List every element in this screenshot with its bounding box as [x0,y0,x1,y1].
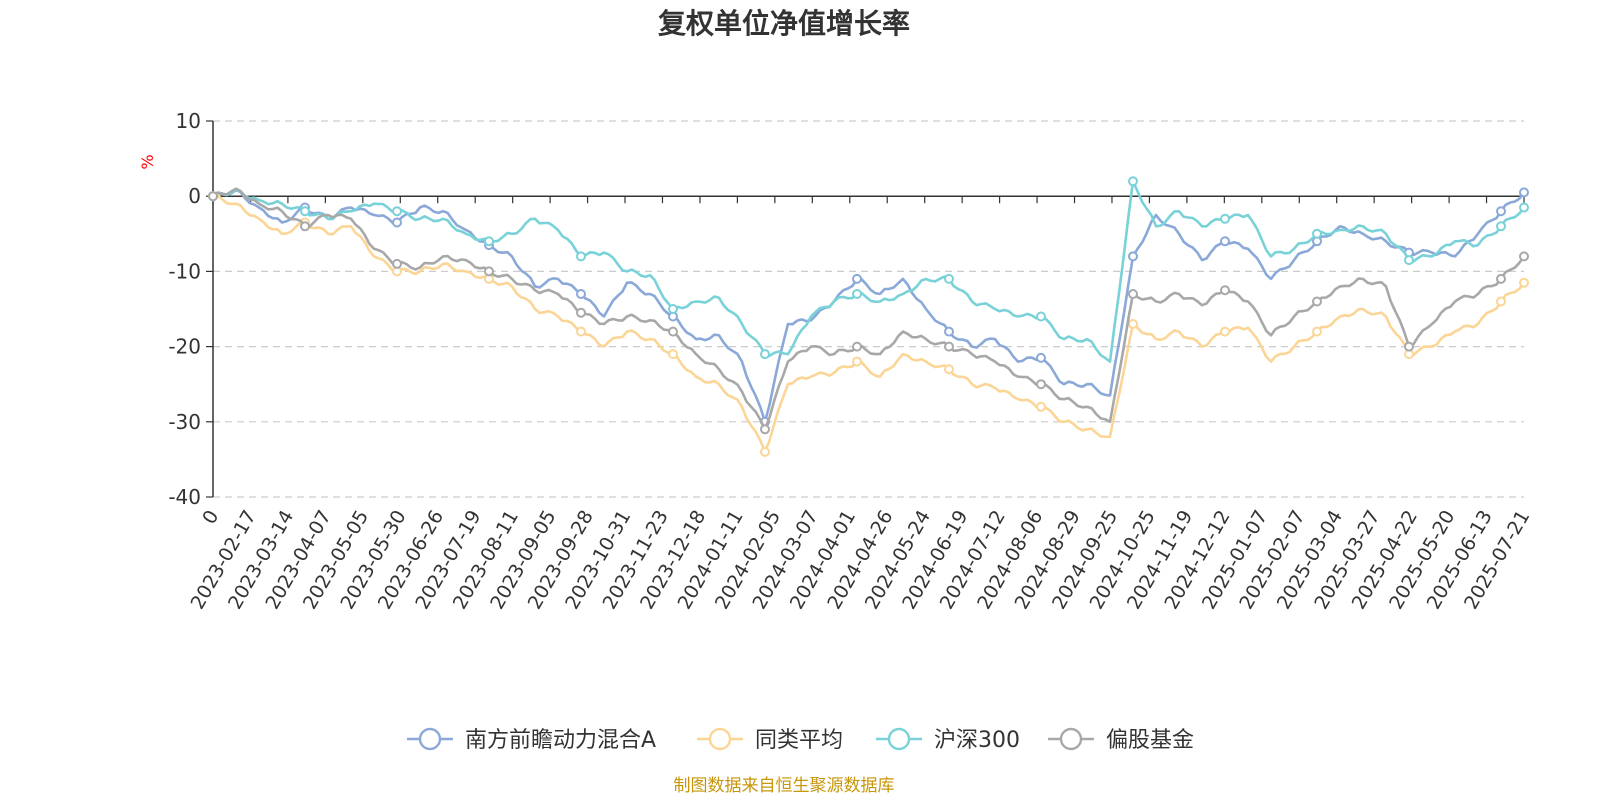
legend-item[interactable]: 南方前瞻动力混合A [407,727,656,753]
series-point [944,326,954,337]
series-point [1220,285,1230,296]
series-point [1220,236,1230,247]
series-point [1036,401,1046,412]
series-point [208,191,218,202]
y-tick-label: -30 [168,410,201,434]
series-point [484,266,494,277]
series-line [212,188,1526,424]
series-point [668,349,678,360]
series-lines [208,176,1529,457]
series-point [1128,176,1138,187]
legend-label: 偏股基金 [1106,728,1194,753]
series-line [212,194,1526,454]
series-point [1312,228,1322,239]
series-point [1036,379,1046,390]
series-line [212,187,1526,431]
series-point [852,289,862,299]
series-point [760,446,770,457]
chart-title: 复权单位净值增长率 [658,7,910,40]
series-point [1312,326,1322,337]
series-point [1496,296,1506,307]
series-point [944,341,954,352]
y-tick-label: -20 [168,335,201,359]
legend-item[interactable]: 同类平均 [697,727,843,753]
series-point [852,356,862,367]
series-point [1519,202,1529,213]
series-point [1496,273,1506,284]
series-point [760,349,770,360]
series-point [392,258,402,269]
series-point [300,221,310,232]
series-point [1404,341,1414,352]
series-point [576,251,586,262]
y-axis-unit-label: % [138,154,157,169]
data-source-note: 制图数据来自恒生聚源数据库 [674,776,895,796]
series-point [668,326,678,337]
series-point [1128,289,1138,299]
series-point [576,289,586,299]
series-point [1519,187,1529,198]
series-point [944,273,954,284]
legend-swatch-marker [708,727,732,751]
y-tick-label: 10 [176,109,201,133]
series-point [1036,352,1046,363]
series-point [1519,277,1529,288]
series-point [392,206,402,217]
legend-swatch-marker [1059,727,1083,751]
gridlines [213,120,1524,498]
series-point [1128,251,1138,262]
legend-swatch-marker [887,727,911,751]
legend-label: 同类平均 [755,728,843,753]
x-tick-label: 0 [198,507,223,528]
series-point [1496,221,1506,232]
series-point [1312,296,1322,307]
series-point [1220,213,1230,224]
series-point [576,326,586,337]
series-point [576,307,586,318]
legend-swatch-marker [418,727,442,751]
axes [206,120,1525,498]
series-point [484,236,494,247]
legend-item[interactable]: 沪深300 [876,727,1020,753]
series-point [944,364,954,375]
legend-label: 沪深300 [934,728,1020,753]
series-point [852,273,862,284]
y-tick-label: 0 [188,184,201,208]
series-point [1220,326,1230,337]
series-point [852,341,862,352]
y-tick-labels: 10 0 -10 -20 -30 -40 [168,109,201,509]
x-tick-labels: 02023-02-172023-03-142023-04-072023-05-0… [187,507,1535,614]
series-point [760,424,770,435]
series-point [300,206,310,217]
series-point [1496,206,1506,217]
series-point [1519,251,1529,262]
series-point [1036,311,1046,322]
series-point [1404,255,1414,266]
legend[interactable]: 南方前瞻动力混合A 同类平均 沪深300 偏股基金 [407,727,1194,753]
series-line [212,179,1526,363]
series-point [1128,319,1138,329]
y-tick-label: -40 [168,485,201,509]
series-point [392,217,402,228]
y-tick-label: -10 [168,259,201,283]
legend-label: 南方前瞻动力混合A [465,728,656,753]
legend-item[interactable]: 偏股基金 [1048,727,1194,753]
series-point [668,304,678,314]
